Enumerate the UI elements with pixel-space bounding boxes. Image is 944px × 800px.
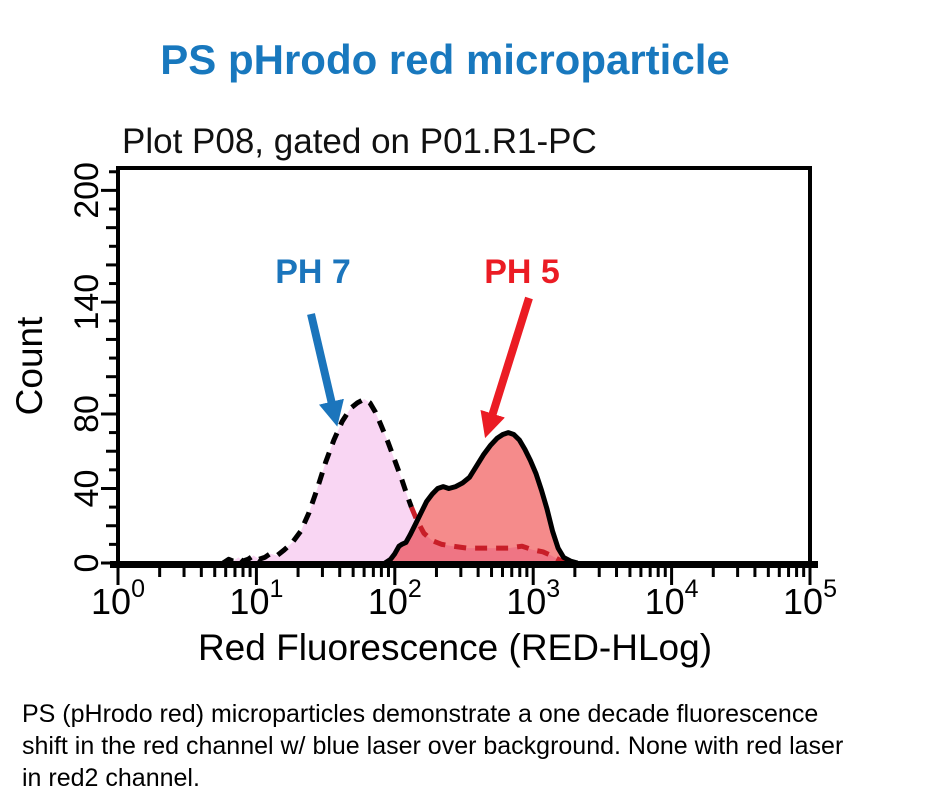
y-tick-label: 0	[68, 554, 106, 573]
x-axis-label: Red Fluorescence (RED-HLog)	[198, 627, 712, 668]
series-outline-solid	[383, 430, 579, 566]
y-axis-label: Count	[9, 316, 50, 415]
x-tick-label: 105	[783, 575, 837, 622]
x-tick-label: 103	[506, 575, 560, 622]
ph7-arrow-icon	[307, 313, 344, 427]
y-axis-ticks	[101, 170, 118, 565]
y-axis-tick-labels: 0 40 80 140 200	[68, 162, 106, 572]
series-fill-ph5	[385, 432, 578, 563]
y-tick-label: 80	[68, 395, 106, 433]
series-fill-ph7	[223, 399, 565, 563]
y-tick-label: 40	[68, 470, 106, 508]
figure-caption: PS (pHrodo red) microparticles demonstra…	[22, 698, 843, 794]
x-axis-ticks	[116, 567, 812, 585]
ph5-annotation-label: PH 5	[484, 253, 560, 291]
x-tick-label: 101	[229, 575, 283, 622]
plot-title: Plot P08, gated on P01.R1-PC	[122, 122, 597, 161]
caption-line: in red2 channel.	[22, 764, 200, 792]
ph7-annotation-label: PH 7	[275, 253, 351, 291]
series-outline-dashed	[221, 396, 414, 566]
x-tick-label: 100	[91, 575, 145, 622]
main-title: PS pHrodo red microparticle	[160, 36, 730, 83]
y-tick-label: 140	[68, 274, 106, 331]
flow-histogram-plot: Plot P08, gated on P01.R1-PC 100 101 102 10…	[9, 122, 837, 668]
series-group	[221, 396, 579, 566]
caption-line: shift in the red channel w/ blue laser o…	[22, 732, 844, 760]
ph5-arrow-icon	[480, 296, 533, 439]
y-tick-label: 200	[68, 162, 106, 219]
x-tick-label: 104	[645, 575, 699, 622]
caption-line: PS (pHrodo red) microparticles demonstra…	[22, 700, 819, 728]
series-outline-dashed-tail	[409, 506, 567, 566]
x-tick-label: 102	[368, 575, 422, 622]
x-axis-tick-labels: 100 101 102 103 104 105	[91, 575, 837, 622]
